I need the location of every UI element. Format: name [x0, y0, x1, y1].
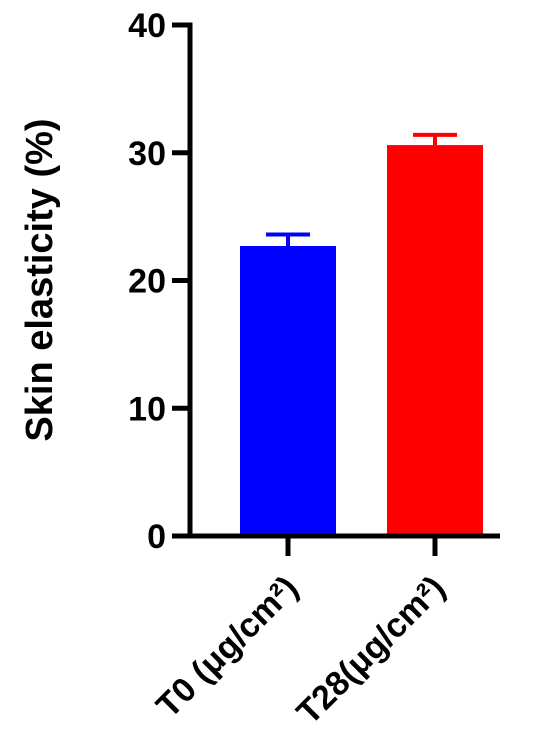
y-tick-label: 0	[147, 518, 166, 556]
x-axis-ticks: T0 (μg/cm²)T28(μg/cm²)	[149, 536, 453, 732]
bar-t0	[240, 246, 336, 536]
y-tick-label: 40	[128, 7, 166, 45]
y-axis-title: Skin elasticity (%)	[19, 118, 61, 441]
x-category-label: T28(μg/cm²)	[290, 569, 453, 732]
y-axis-ticks: 0 10 20 30 40	[128, 7, 190, 556]
x-category-label: T0 (μg/cm²)	[149, 569, 305, 725]
error-bars-group	[266, 132, 457, 247]
y-tick-label: 30	[128, 135, 166, 173]
bar-t28	[387, 145, 483, 536]
y-tick-label: 10	[128, 390, 166, 428]
y-tick-label: 20	[128, 263, 166, 301]
bars-group	[240, 145, 483, 536]
